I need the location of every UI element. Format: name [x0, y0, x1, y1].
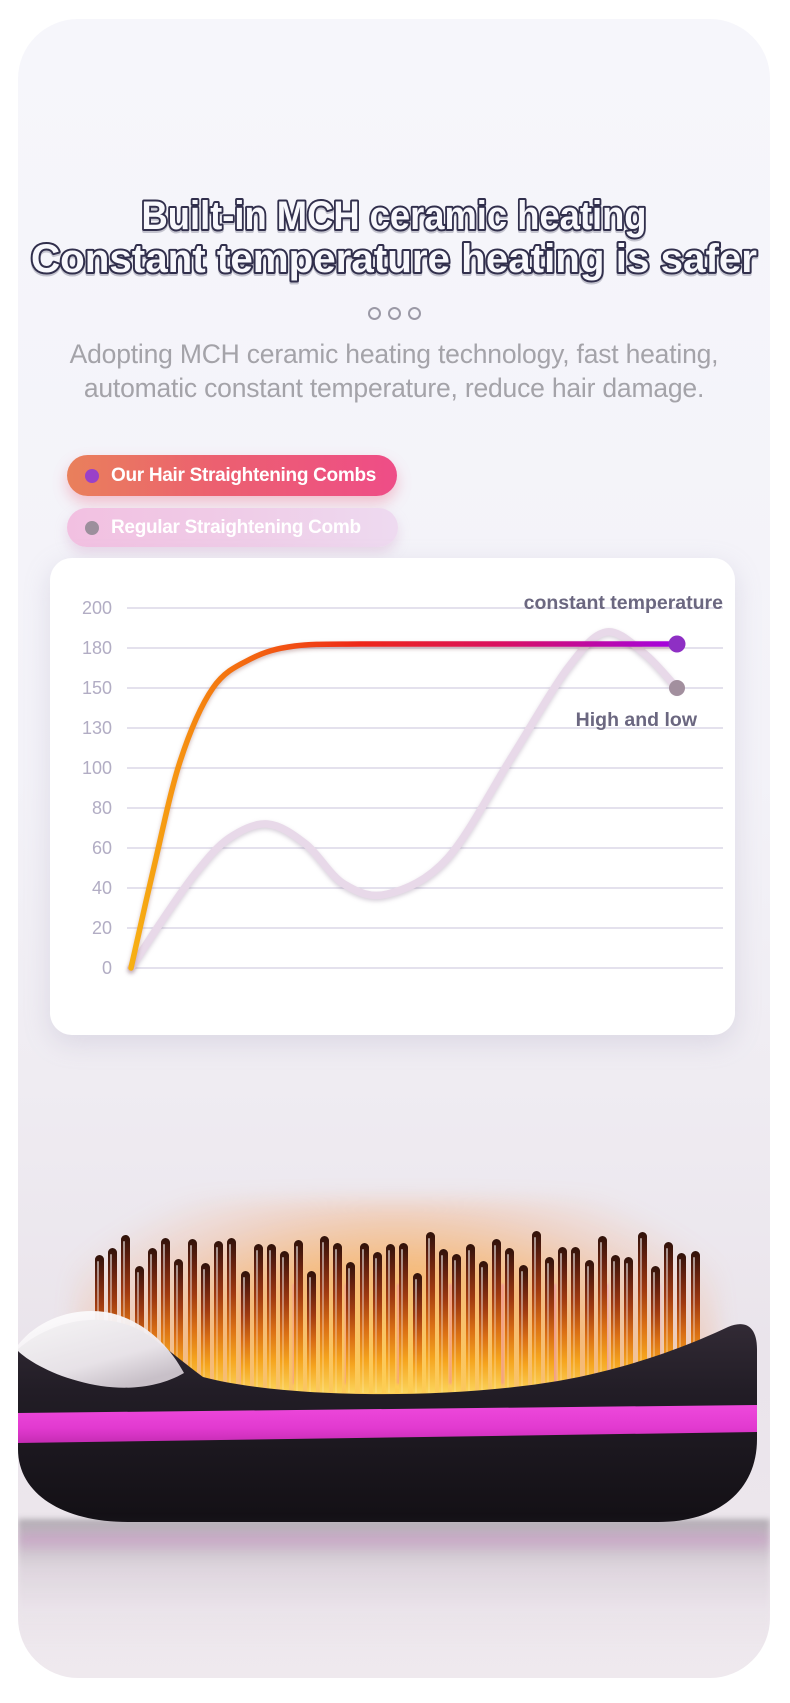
bristle: [319, 1236, 329, 1393]
bristle: [505, 1248, 515, 1393]
comb-body: [18, 1310, 757, 1522]
bristle: [690, 1251, 700, 1393]
divider-dot-icon: [387, 307, 401, 320]
bristle: [121, 1235, 131, 1393]
bristle: [531, 1231, 541, 1393]
bristle: [386, 1244, 396, 1393]
series-line-our-comb: [128, 641, 680, 971]
bristle: [439, 1249, 449, 1393]
bristle: [544, 1257, 554, 1393]
bristle: [253, 1244, 263, 1393]
bristle: [399, 1243, 409, 1393]
bristle: [267, 1244, 277, 1393]
bristle: [147, 1248, 157, 1393]
y-tick-label: 180: [81, 638, 112, 658]
bristle: [227, 1238, 237, 1393]
title-line-2: Constant temperature heating is safer: [31, 237, 757, 281]
bristle: [492, 1239, 502, 1393]
bristle: [478, 1261, 488, 1393]
bristle: [346, 1262, 356, 1393]
y-tick-label: 130: [81, 718, 112, 738]
bristle: [214, 1241, 224, 1393]
annotation-constant-temperature: constant temperature: [523, 592, 723, 614]
bristle: [624, 1257, 634, 1393]
gridlines: [127, 607, 723, 969]
bristle: [584, 1260, 594, 1393]
bristle: [677, 1253, 687, 1393]
y-tick-label: 200: [81, 598, 112, 618]
promo-panel: Built-in MCH ceramic heating Constant te…: [18, 19, 770, 1678]
bristle: [372, 1252, 382, 1393]
bristle: [558, 1247, 568, 1393]
title-line-1: Built-in MCH ceramic heating: [142, 194, 647, 238]
bristle: [425, 1232, 435, 1393]
bristle: [280, 1251, 290, 1393]
subtitle-line-2: automatic constant temperature, reduce h…: [83, 373, 705, 403]
bristle: [650, 1266, 660, 1393]
chart-svg: [127, 607, 723, 972]
y-tick-label: 100: [81, 758, 112, 778]
legend-regular-comb: Regular Straightening Comb: [67, 508, 398, 547]
series-end-dot-regular: [669, 680, 685, 696]
bristle: [306, 1271, 316, 1393]
bristles: [95, 1231, 700, 1393]
temperature-chart-card: 200 180 150 130 100 80 60 40 20 0 constant temper…: [50, 558, 735, 1035]
bristle: [571, 1247, 581, 1393]
series-line-regular-comb: [127, 628, 681, 972]
y-tick-label: 150: [81, 678, 112, 698]
y-tick-label: 20: [91, 918, 112, 938]
legend-our-combs: Our Hair Straightening Combs: [67, 455, 397, 496]
y-tick-label: 0: [101, 958, 112, 978]
bristle: [240, 1271, 250, 1393]
legend-regular-label: Regular Straightening Comb: [111, 516, 361, 538]
bristle: [174, 1259, 184, 1393]
annotation-high-and-low: High and low: [575, 709, 697, 731]
bristle: [412, 1273, 422, 1393]
bristle: [452, 1254, 462, 1393]
page-title: Built-in MCH ceramic heating Constant te…: [29, 192, 759, 283]
bristle: [611, 1255, 621, 1393]
floor-reflection-stripe: [18, 1533, 770, 1547]
y-tick-label: 40: [91, 878, 112, 898]
legend-dot-icon: [85, 520, 99, 535]
divider-dot-icon: [407, 307, 421, 320]
bristle: [187, 1239, 197, 1393]
bristle: [359, 1243, 369, 1393]
bristle: [664, 1242, 674, 1393]
legend-dot-icon: [85, 468, 99, 483]
y-tick-label: 60: [91, 838, 112, 858]
legend-our-label: Our Hair Straightening Combs: [111, 464, 377, 486]
y-tick-label: 80: [91, 798, 112, 818]
divider-dot-icon: [367, 307, 381, 320]
bristle: [293, 1240, 303, 1393]
subtitle: Adopting MCH ceramic heating technology,…: [18, 337, 770, 405]
bristle: [518, 1265, 528, 1393]
comb-gloss-highlight: [18, 1310, 184, 1388]
subtitle-line-1: Adopting MCH ceramic heating technology,…: [69, 339, 719, 369]
bristle: [333, 1243, 343, 1393]
series-layer: [127, 628, 686, 972]
comb-stripe: [18, 1405, 757, 1443]
series-end-dot-our: [668, 635, 686, 653]
bristle: [597, 1236, 607, 1393]
bristle: [161, 1238, 171, 1393]
floor-reflection: [18, 1519, 770, 1678]
bristle: [465, 1244, 475, 1393]
divider-dots: [18, 307, 770, 323]
bristle: [637, 1232, 647, 1393]
bristle: [200, 1263, 210, 1393]
